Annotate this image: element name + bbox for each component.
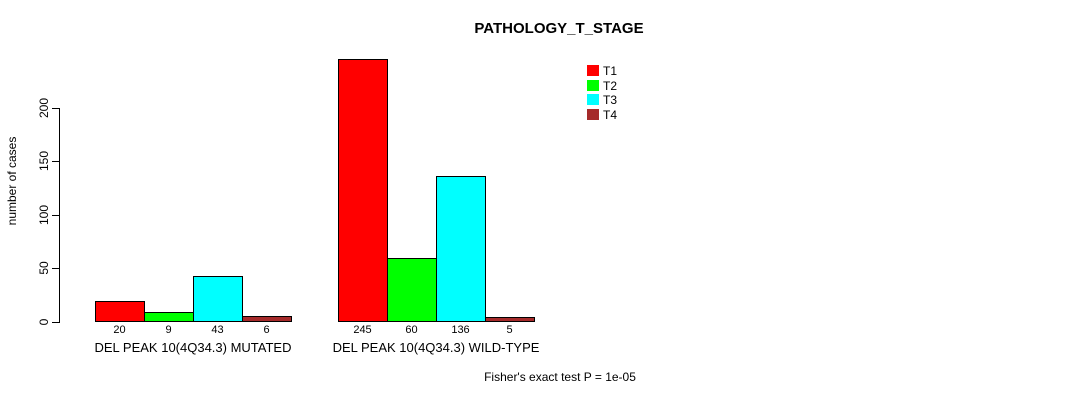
bar-t4-group-2 [485,317,535,322]
annotation-fisher-test: Fisher's exact test P = 1e-05 [484,370,636,384]
y-tick-label: 200 [37,97,51,118]
y-tick-label: 0 [37,318,51,326]
y-tick [52,268,60,270]
y-tick-label: 100 [37,204,51,225]
bar-value-label: 5 [506,324,513,336]
y-axis-line [59,107,60,322]
y-tick [52,214,60,216]
bar-value-label: 60 [405,324,418,336]
bar-value-label: 9 [165,324,172,336]
y-tick [52,161,60,163]
bar-t1-group-2 [338,59,388,322]
y-tick [52,322,60,323]
y-tick-label: 150 [37,151,51,172]
bar-value-label: 245 [353,324,372,336]
y-axis-label: number of cases [5,136,19,226]
bar-t1-group-1 [95,301,145,322]
legend-label-t2: T2 [603,78,618,93]
bar-value-label: 20 [113,324,126,336]
x-category-label: DEL PEAK 10(4Q34.3) MUTATED [94,340,292,355]
y-tick [52,107,60,109]
bar-t3-group-1 [193,276,243,322]
legend-label-t4: T4 [603,107,618,122]
bar-t2-group-2 [387,258,437,322]
bar-value-label: 43 [211,324,224,336]
bar-t4-group-1 [242,316,292,322]
legend-swatch-t3 [587,94,599,105]
chart-title: PATHOLOGY_T_STAGE [474,20,644,37]
legend-label-t3: T3 [603,93,618,107]
x-category-label: DEL PEAK 10(4Q34.3) WILD-TYPE [332,340,540,355]
legend-swatch-t1 [587,65,599,76]
bar-value-label: 6 [263,324,270,336]
legend-label-t1: T1 [603,64,618,78]
bar-t3-group-2 [436,176,486,322]
y-tick-label: 50 [37,261,51,276]
legend-swatch-t2 [587,79,599,91]
bar-t2-group-1 [144,312,194,322]
legend-swatch-t4 [587,108,599,120]
bar-value-label: 136 [451,324,470,336]
